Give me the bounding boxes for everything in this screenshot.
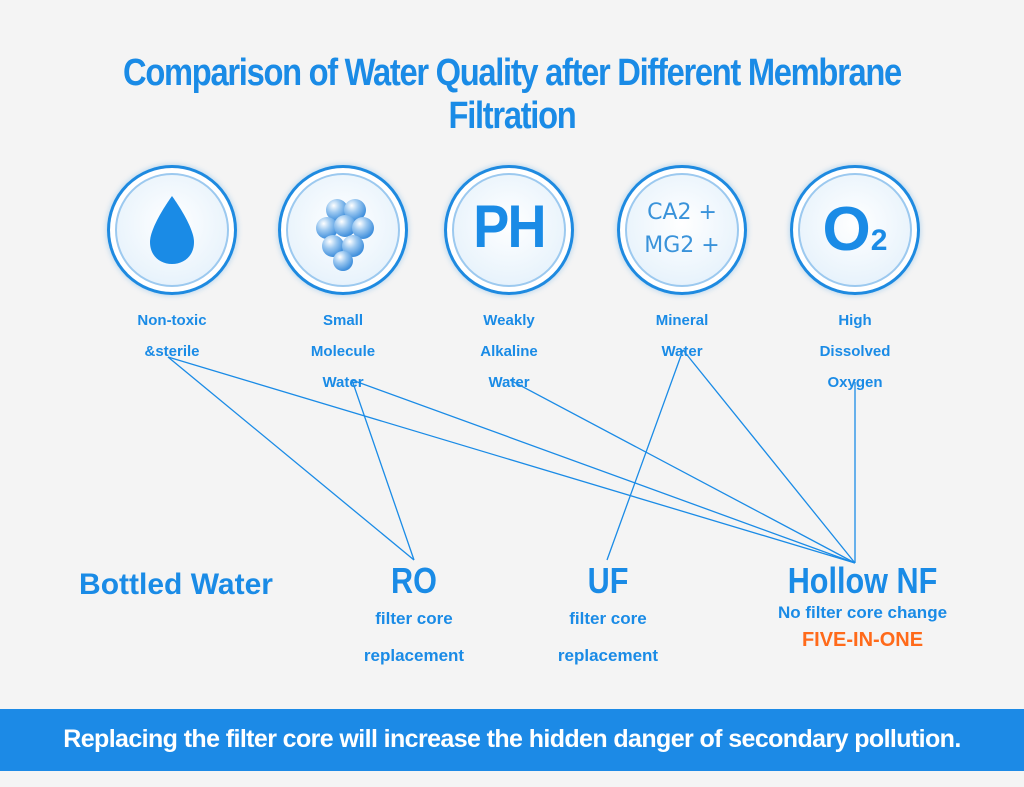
feature-label: Weakly Alkaline Water	[480, 312, 538, 391]
link-alkaline-nf	[509, 379, 856, 564]
banner-text: Replacing the filter core will increase …	[63, 725, 961, 753]
feature-label: Mineral Water	[655, 312, 709, 360]
feature-circle	[278, 165, 408, 295]
option-uf-sub: replacement	[557, 646, 659, 665]
option-uf: UF filter core replacement	[528, 562, 688, 674]
option-nf-sub: No filter core change	[777, 603, 948, 622]
option-bottled-water: Bottled Water	[79, 568, 273, 601]
option-uf-sub: filter core	[569, 609, 647, 628]
mineral-icon: CA2 + MG2 +	[617, 165, 747, 295]
feature-mineral-water: CA2 + MG2 + Mineral Water	[612, 165, 752, 367]
link-nontoxic-nf	[167, 356, 856, 564]
feature-circle	[107, 165, 237, 295]
oxygen-icon: O2	[790, 165, 920, 295]
page-title: Comparison of Water Quality after Differ…	[123, 52, 902, 137]
option-ro: RO filter core replacement	[334, 562, 494, 674]
option-hollow-nf: Hollow NF No filter core change FIVE-IN-…	[755, 562, 970, 654]
link-molecule-ro	[351, 379, 415, 561]
molecules-icon	[316, 199, 374, 271]
feature-non-toxic: Non-toxic &sterile	[102, 165, 242, 367]
option-ro-sub: replacement	[363, 646, 465, 665]
bottom-banner: Replacing the filter core will increase …	[0, 709, 1024, 771]
feature-label: Non-toxic &sterile	[137, 312, 207, 360]
water-drop-icon	[150, 196, 194, 264]
option-ro-sub: filter core	[375, 609, 453, 628]
option-nf-name: Hollow NF	[787, 560, 938, 601]
link-mineral-nf	[682, 349, 856, 564]
link-molecule-nf	[351, 379, 856, 564]
ph-icon: PH	[444, 165, 574, 295]
feature-small-molecule: Small Molecule Water	[273, 165, 413, 398]
five-in-one-highlight: FIVE-IN-ONE	[801, 629, 924, 651]
link-mineral-uf	[606, 349, 684, 561]
link-nontoxic-ro	[167, 356, 415, 561]
feature-label: Small Molecule Water	[310, 312, 376, 391]
option-uf-name: UF	[587, 560, 629, 601]
feature-weakly-alkaline: PH Weakly Alkaline Water	[439, 165, 579, 398]
option-ro-name: RO	[391, 560, 437, 601]
feature-high-oxygen: O2 High Dissolved Oxygen	[785, 165, 925, 398]
